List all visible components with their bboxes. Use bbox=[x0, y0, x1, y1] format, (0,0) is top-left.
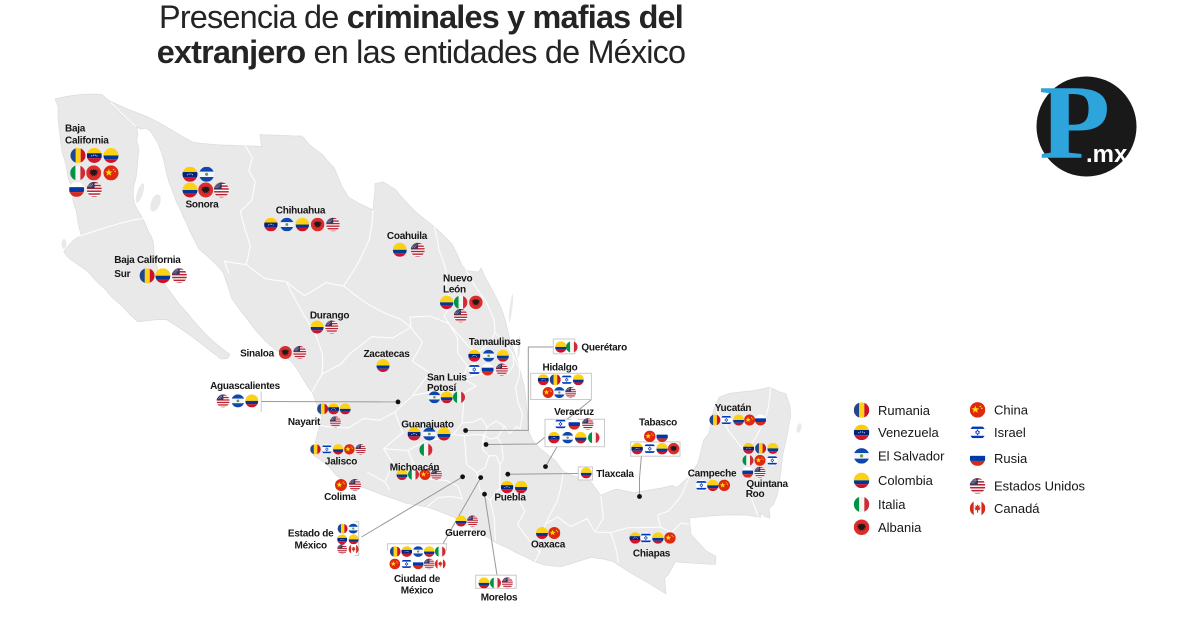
svg-text:Guerrero: Guerrero bbox=[445, 528, 486, 539]
svg-text:.mx: .mx bbox=[1086, 141, 1128, 168]
svg-text:Albania: Albania bbox=[878, 520, 922, 535]
svg-text:Quintana: Quintana bbox=[746, 479, 788, 490]
svg-text:Morelos: Morelos bbox=[481, 592, 518, 603]
svg-text:Nuevo: Nuevo bbox=[443, 274, 472, 285]
svg-text:Tamaulipas: Tamaulipas bbox=[469, 337, 521, 348]
svg-text:Rusia: Rusia bbox=[994, 451, 1028, 466]
svg-text:Chihuahua: Chihuahua bbox=[276, 206, 326, 217]
svg-text:Israel: Israel bbox=[994, 425, 1026, 440]
svg-text:Guanajuato: Guanajuato bbox=[401, 420, 454, 431]
svg-text:Potosí: Potosí bbox=[427, 383, 458, 394]
svg-text:México: México bbox=[401, 586, 434, 597]
svg-text:Roo: Roo bbox=[746, 489, 765, 500]
svg-text:El Salvador: El Salvador bbox=[878, 449, 945, 464]
svg-text:Aguascalientes: Aguascalientes bbox=[210, 381, 281, 392]
svg-text:Tlaxcala: Tlaxcala bbox=[596, 469, 634, 480]
svg-text:Rumania: Rumania bbox=[878, 403, 931, 418]
svg-text:Yucatán: Yucatán bbox=[715, 403, 752, 414]
svg-text:Canadá: Canadá bbox=[994, 501, 1040, 516]
svg-text:Sur: Sur bbox=[114, 269, 130, 280]
svg-text:Nayarit: Nayarit bbox=[288, 417, 321, 428]
svg-text:Campeche: Campeche bbox=[688, 469, 737, 480]
svg-text:California: California bbox=[65, 136, 109, 147]
svg-text:Colima: Colima bbox=[324, 492, 357, 503]
svg-text:Estados Unidos: Estados Unidos bbox=[994, 479, 1086, 494]
svg-text:Italia: Italia bbox=[878, 497, 906, 512]
svg-text:México: México bbox=[294, 540, 327, 551]
svg-text:Venezuela: Venezuela bbox=[878, 425, 939, 440]
svg-text:Sinaloa: Sinaloa bbox=[240, 349, 275, 360]
svg-text:Baja: Baja bbox=[65, 124, 86, 135]
svg-text:Durango: Durango bbox=[310, 311, 350, 322]
svg-text:Estado de: Estado de bbox=[288, 529, 334, 540]
svg-text:Ciudad de: Ciudad de bbox=[394, 574, 441, 585]
svg-text:Oaxaca: Oaxaca bbox=[531, 540, 566, 551]
svg-text:Sonora: Sonora bbox=[186, 200, 220, 211]
svg-text:Tabasco: Tabasco bbox=[639, 418, 677, 429]
svg-text:P: P bbox=[1039, 65, 1110, 182]
svg-text:Jalisco: Jalisco bbox=[325, 457, 357, 468]
svg-text:Hidalgo: Hidalgo bbox=[543, 363, 578, 374]
svg-text:Querétaro: Querétaro bbox=[581, 343, 627, 354]
svg-text:León: León bbox=[443, 285, 466, 296]
svg-text:San Luis: San Luis bbox=[427, 373, 467, 384]
svg-text:Coahuila: Coahuila bbox=[387, 231, 428, 242]
svg-text:Chiapas: Chiapas bbox=[633, 549, 671, 560]
svg-text:Veracruz: Veracruz bbox=[554, 407, 594, 418]
svg-text:Puebla: Puebla bbox=[494, 492, 526, 503]
svg-text:Baja California: Baja California bbox=[114, 255, 181, 266]
svg-text:Colombia: Colombia bbox=[878, 473, 934, 488]
svg-text:Michoacán: Michoacán bbox=[390, 463, 440, 474]
svg-text:Zacatecas: Zacatecas bbox=[363, 349, 410, 360]
svg-text:China: China bbox=[994, 403, 1029, 418]
